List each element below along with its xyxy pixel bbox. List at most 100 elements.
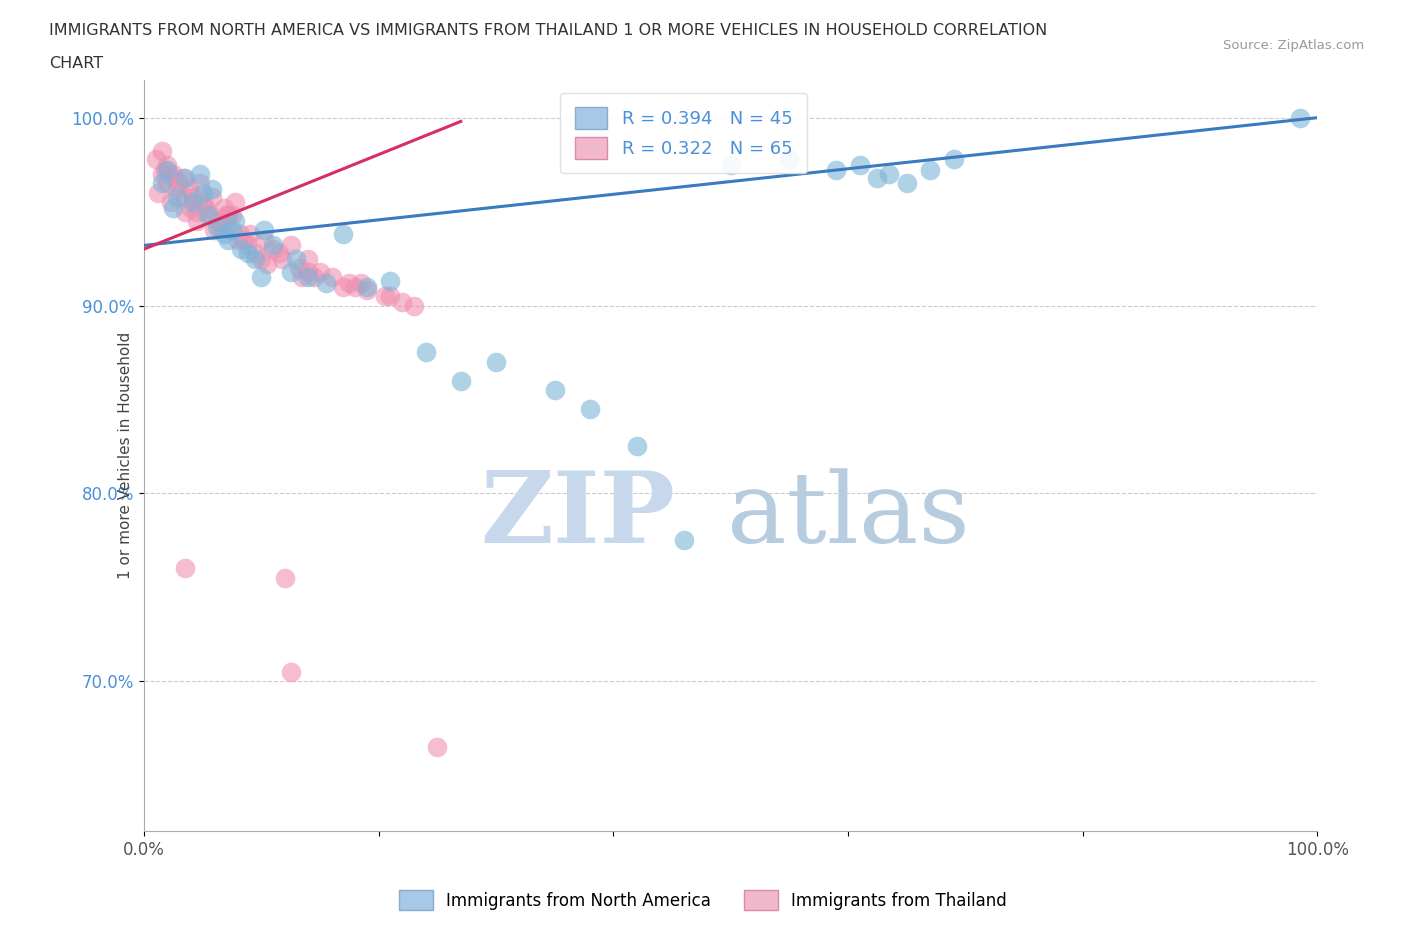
- Point: [321, 270, 343, 285]
- Point: [162, 166, 184, 181]
- Point: [402, 299, 425, 313]
- Point: [288, 260, 311, 275]
- Point: [236, 238, 259, 253]
- Point: [344, 279, 367, 294]
- Point: [150, 166, 173, 181]
- Point: [245, 246, 267, 260]
- Point: [160, 194, 183, 209]
- Point: [356, 279, 378, 294]
- Point: [215, 214, 238, 229]
- Legend: R = 0.394   N = 45, R = 0.322   N = 65: R = 0.394 N = 45, R = 0.322 N = 65: [561, 93, 807, 173]
- Text: CHART: CHART: [49, 56, 103, 71]
- Point: [226, 232, 249, 247]
- Point: [212, 200, 235, 215]
- Point: [205, 214, 228, 229]
- Point: [209, 219, 232, 234]
- Point: [250, 270, 273, 285]
- Point: [672, 533, 695, 548]
- Point: [174, 189, 197, 204]
- Point: [224, 214, 246, 229]
- Point: [167, 176, 190, 191]
- Point: [380, 273, 402, 288]
- Point: [337, 275, 360, 290]
- Point: [191, 194, 214, 209]
- Point: [256, 257, 278, 272]
- Point: [262, 242, 284, 257]
- Point: [181, 189, 204, 204]
- Point: [156, 157, 179, 172]
- Point: [162, 200, 184, 215]
- Point: [866, 170, 889, 185]
- Point: [579, 402, 602, 417]
- Point: [172, 170, 194, 185]
- Text: IMMIGRANTS FROM NORTH AMERICA VS IMMIGRANTS FROM THAILAND 1 OR MORE VEHICLES IN : IMMIGRANTS FROM NORTH AMERICA VS IMMIGRA…: [49, 23, 1047, 38]
- Point: [274, 570, 297, 585]
- Point: [180, 200, 202, 215]
- Point: [232, 232, 254, 247]
- Point: [166, 189, 188, 204]
- Point: [877, 166, 900, 181]
- Point: [250, 251, 273, 266]
- Y-axis label: 1 or more Vehicles in Household: 1 or more Vehicles in Household: [118, 332, 132, 579]
- Point: [291, 270, 314, 285]
- Point: [191, 185, 214, 200]
- Point: [332, 279, 354, 294]
- Point: [201, 189, 224, 204]
- Text: Source: ZipAtlas.com: Source: ZipAtlas.com: [1223, 39, 1364, 52]
- Point: [197, 208, 219, 223]
- Point: [332, 227, 354, 242]
- Point: [391, 294, 413, 309]
- Point: [262, 238, 284, 253]
- Point: [166, 181, 188, 196]
- Point: [280, 264, 302, 279]
- Point: [825, 163, 848, 178]
- Point: [229, 227, 252, 242]
- Point: [221, 223, 243, 238]
- Point: [267, 246, 290, 260]
- Point: [212, 227, 235, 242]
- Point: [297, 264, 319, 279]
- Point: [356, 283, 378, 298]
- Point: [297, 251, 319, 266]
- Point: [146, 185, 169, 200]
- Point: [217, 208, 239, 223]
- Point: [156, 176, 179, 191]
- Point: [174, 170, 197, 185]
- Point: [720, 157, 742, 172]
- Point: [350, 275, 373, 290]
- Point: [188, 176, 211, 191]
- Point: [426, 739, 449, 754]
- Point: [186, 205, 208, 219]
- Point: [253, 232, 276, 247]
- Point: [217, 232, 239, 247]
- Point: [186, 214, 208, 229]
- Point: [315, 275, 337, 290]
- Point: [415, 345, 437, 360]
- Point: [145, 152, 167, 166]
- Point: [174, 561, 197, 576]
- Point: [778, 152, 800, 166]
- Point: [221, 208, 243, 223]
- Point: [150, 144, 173, 159]
- Point: [231, 242, 253, 257]
- Point: [309, 264, 332, 279]
- Point: [181, 194, 204, 209]
- Point: [153, 163, 176, 178]
- Point: [942, 152, 965, 166]
- Point: [920, 163, 942, 178]
- Point: [285, 251, 308, 266]
- Point: [156, 163, 179, 178]
- Point: [194, 200, 217, 215]
- Point: [224, 194, 246, 209]
- Point: [197, 205, 219, 219]
- Point: [215, 208, 238, 223]
- Point: [302, 270, 325, 285]
- Text: atlas: atlas: [727, 468, 969, 564]
- Point: [238, 227, 260, 242]
- Point: [380, 288, 402, 303]
- Point: [177, 181, 200, 196]
- Text: ZIP: ZIP: [481, 468, 675, 565]
- Point: [626, 439, 648, 454]
- Point: [188, 166, 211, 181]
- Point: [205, 219, 228, 234]
